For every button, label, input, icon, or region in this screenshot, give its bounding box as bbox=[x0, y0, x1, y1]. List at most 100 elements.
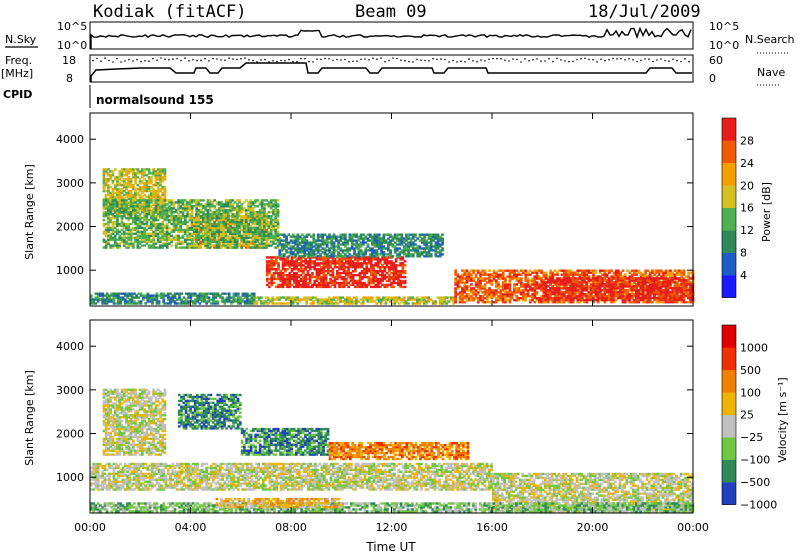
heatmap-cell bbox=[567, 289, 570, 292]
cpid-label: CPID bbox=[3, 88, 32, 101]
heatmap-cell bbox=[555, 298, 559, 302]
heatmap-cell bbox=[544, 287, 548, 290]
heatmap-cell bbox=[429, 253, 433, 256]
heatmap-cell bbox=[401, 279, 405, 283]
heatmap-cell bbox=[675, 298, 679, 302]
heatmap-cell bbox=[508, 271, 512, 274]
nave-dot bbox=[136, 58, 138, 61]
heatmap-cell bbox=[648, 281, 652, 284]
heatmap-cell bbox=[364, 247, 368, 250]
heatmap-cell bbox=[178, 294, 181, 297]
heatmap-cell bbox=[321, 302, 324, 305]
heatmap-cell bbox=[367, 268, 371, 271]
heatmap-cell bbox=[223, 292, 227, 295]
heatmap-cell bbox=[551, 297, 555, 300]
heatmap-cell bbox=[268, 266, 271, 269]
nave-dot bbox=[220, 59, 222, 61]
heatmap-cell bbox=[232, 296, 236, 299]
heatmap-cell bbox=[680, 271, 684, 274]
heatmap-cell bbox=[391, 243, 395, 246]
heatmap-cell bbox=[499, 293, 503, 296]
heatmap-cell bbox=[562, 298, 566, 302]
heatmap-cell bbox=[571, 290, 575, 294]
nave-dot bbox=[264, 58, 266, 61]
heatmap-cell bbox=[479, 299, 482, 302]
heatmap-cell bbox=[129, 178, 133, 181]
heatmap-cell bbox=[492, 279, 496, 282]
heatmap-cell bbox=[141, 174, 144, 177]
heatmap-cell bbox=[104, 189, 108, 193]
heatmap-cell bbox=[675, 296, 679, 300]
heatmap-cell bbox=[390, 264, 393, 267]
heatmap-cell bbox=[598, 283, 602, 286]
heatmap-cell bbox=[378, 277, 382, 281]
heatmap-cell bbox=[533, 281, 537, 284]
heatmap-cell bbox=[383, 275, 387, 279]
heatmap-cell bbox=[531, 295, 534, 298]
heatmap-cell bbox=[119, 300, 123, 303]
heatmap-cell bbox=[490, 293, 494, 296]
heatmap-cell bbox=[111, 230, 115, 234]
heatmap-cell bbox=[540, 269, 543, 272]
heatmap-cell bbox=[551, 279, 554, 282]
heatmap-cell bbox=[394, 275, 398, 279]
heatmap-cell bbox=[138, 180, 142, 183]
heatmap-cell bbox=[329, 279, 332, 283]
heatmap-cell bbox=[650, 281, 654, 284]
heatmap-cell bbox=[564, 290, 568, 294]
heatmap-cell bbox=[198, 298, 202, 301]
heatmap-cell bbox=[558, 299, 561, 302]
heatmap-cell bbox=[129, 193, 133, 197]
heatmap-cell bbox=[467, 293, 471, 296]
heatmap-cell bbox=[147, 172, 151, 175]
nave-dot bbox=[224, 59, 226, 61]
heatmap-cell bbox=[252, 294, 256, 297]
heatmap-cell bbox=[401, 258, 405, 261]
heatmap-cell bbox=[159, 172, 162, 175]
heatmap-cell bbox=[671, 287, 674, 290]
heatmap-cell bbox=[143, 182, 146, 185]
heatmap-cell bbox=[111, 232, 115, 235]
heatmap-cell bbox=[329, 277, 332, 281]
heatmap-cell bbox=[492, 273, 496, 276]
heatmap-cell bbox=[389, 296, 392, 299]
heatmap-cell bbox=[413, 302, 417, 305]
heatmap-cell bbox=[495, 293, 498, 296]
heatmap-cell bbox=[109, 201, 112, 204]
heatmap-cell bbox=[542, 294, 545, 298]
heatmap-cell bbox=[535, 271, 539, 274]
heatmap-cell bbox=[298, 251, 302, 254]
heatmap-cell bbox=[390, 283, 393, 287]
heatmap-cell bbox=[378, 266, 382, 269]
heatmap-cell bbox=[293, 260, 296, 263]
heatmap-cell bbox=[323, 241, 327, 244]
heatmap-cell bbox=[436, 237, 440, 240]
heatmap-cell bbox=[664, 294, 668, 298]
heatmap-cell bbox=[632, 292, 636, 296]
heatmap-cell bbox=[252, 300, 256, 303]
heatmap-cell bbox=[544, 289, 548, 292]
heatmap-cell bbox=[678, 273, 681, 276]
heatmap-cell bbox=[316, 300, 320, 303]
heatmap-cell bbox=[107, 189, 110, 193]
heatmap-cell bbox=[394, 273, 398, 277]
heatmap-cell bbox=[303, 239, 306, 242]
heatmap-cell bbox=[280, 245, 284, 248]
heatmap-cell bbox=[655, 275, 659, 278]
heatmap-cell bbox=[298, 298, 302, 301]
heatmap-cell bbox=[138, 193, 142, 197]
heatmap-cell bbox=[156, 193, 160, 197]
heatmap-cell bbox=[687, 292, 690, 296]
heatmap-cell bbox=[296, 235, 300, 238]
heatmap-cell bbox=[337, 247, 340, 250]
heatmap-cell bbox=[519, 293, 523, 296]
heatmap-cell bbox=[603, 296, 606, 300]
heatmap-cell bbox=[380, 237, 383, 240]
heatmap-cell bbox=[346, 302, 349, 305]
heatmap-cell bbox=[357, 249, 361, 252]
heatmap-cell bbox=[305, 300, 308, 303]
nave-dot bbox=[560, 59, 562, 61]
heatmap-cell bbox=[108, 296, 111, 299]
heatmap-cell bbox=[101, 298, 104, 301]
heatmap-cell bbox=[314, 245, 318, 248]
